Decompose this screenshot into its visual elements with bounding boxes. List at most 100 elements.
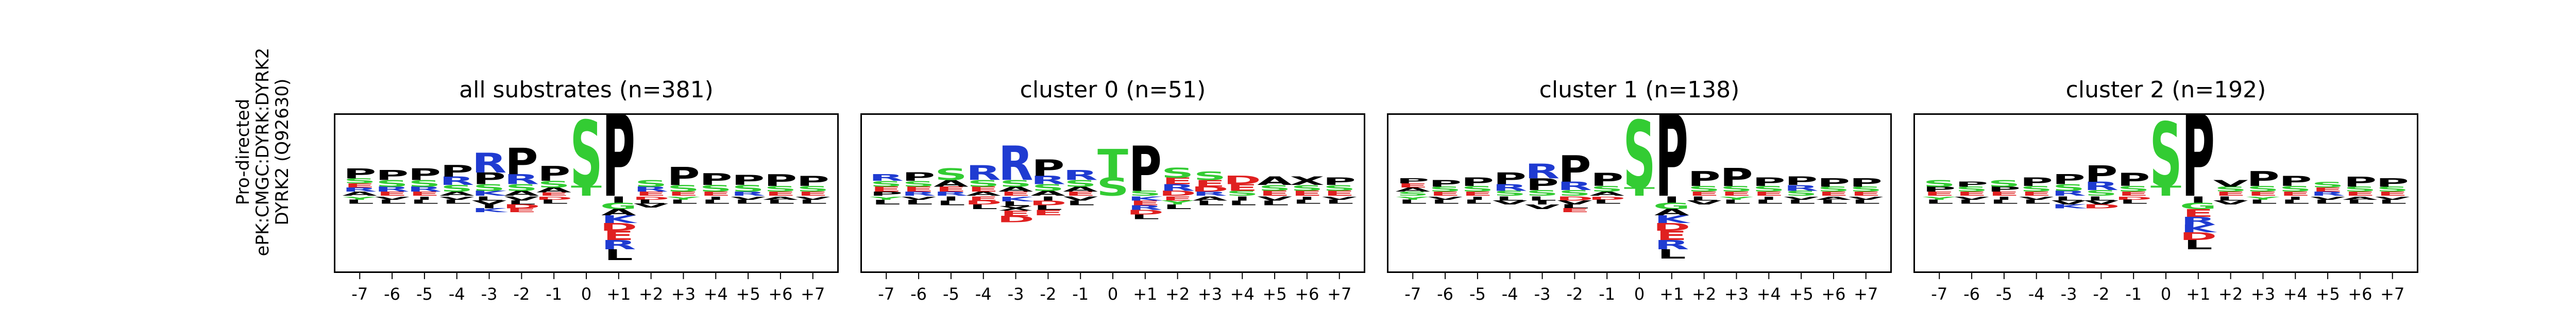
logo-letter-S: S bbox=[1291, 183, 1323, 193]
logo-letter-D: D bbox=[1653, 221, 1690, 233]
x-tick-label: +3 bbox=[671, 284, 696, 304]
x-tick-label: 0 bbox=[581, 284, 591, 304]
logo-letter-P: P bbox=[2246, 167, 2279, 191]
logo-letter-S: S bbox=[473, 182, 505, 193]
logo-letter-P: P bbox=[1720, 163, 1753, 192]
logo-letter-G: G bbox=[2180, 201, 2217, 211]
logo-letter-P: P bbox=[796, 174, 829, 190]
x-tick-label: +3 bbox=[2251, 284, 2275, 304]
logo-letter-E: E bbox=[765, 191, 796, 197]
logo-letter-V: V bbox=[472, 199, 507, 205]
sequence-logo-chart: SAEPYLESPVLESPILSRPLVSPRLIVSRPDVLEASPDLT… bbox=[1387, 92, 1892, 304]
logo-letter-A: A bbox=[1030, 190, 1066, 197]
logo-letter-S: S bbox=[1226, 190, 1259, 197]
x-tick-label: +7 bbox=[2380, 284, 2404, 304]
logo-letter-L: L bbox=[378, 199, 406, 205]
logo-letter-I: I bbox=[2190, 195, 2207, 205]
x-tick-label: -2 bbox=[2093, 284, 2109, 304]
logo-letter-P: P bbox=[343, 166, 376, 182]
logo-letter-V: V bbox=[2213, 199, 2248, 205]
logo-letter-R: R bbox=[1654, 237, 1689, 252]
logo-letter-E: E bbox=[1462, 191, 1493, 197]
x-tick-label: -6 bbox=[910, 284, 927, 304]
logo-letter-L: L bbox=[1528, 196, 1557, 202]
logo-letter-X: X bbox=[1290, 175, 1325, 187]
x-tick-label: -5 bbox=[943, 284, 959, 304]
x-tick-label: +4 bbox=[1757, 284, 1781, 304]
logo-letter-L: L bbox=[2346, 199, 2375, 205]
logo-letter-L: L bbox=[1722, 199, 1751, 205]
logo-letter-P: P bbox=[2117, 169, 2150, 190]
logo-letter-E: E bbox=[1162, 196, 1193, 202]
logo-letter-E: E bbox=[2183, 207, 2214, 219]
logo-letter-L: L bbox=[969, 203, 998, 211]
x-tick-label: +6 bbox=[1295, 284, 1319, 304]
logo-letter-D: D bbox=[1126, 209, 1164, 216]
logo-letter-L: L bbox=[475, 196, 504, 202]
logo-letter-S: S bbox=[1850, 185, 1882, 193]
logo-letter-S: S bbox=[999, 178, 1032, 189]
logo-letter-A: A bbox=[601, 208, 636, 217]
logo-letter-E: E bbox=[1259, 190, 1290, 197]
logo-letter-V: V bbox=[1322, 196, 1357, 201]
logo-letter-K: K bbox=[1128, 196, 1165, 202]
logo-letter-V: V bbox=[2375, 196, 2410, 201]
logo-letter-R: R bbox=[1160, 182, 1195, 193]
panel-title: all substrates (n=381) bbox=[459, 77, 714, 103]
logo-letter-L: L bbox=[1496, 196, 1524, 202]
x-tick-label: -4 bbox=[449, 284, 465, 304]
logo-letter-E: E bbox=[1065, 191, 1096, 197]
logo-letter-P: P bbox=[1752, 176, 1785, 188]
logo-letter-L: L bbox=[443, 199, 471, 205]
x-tick-label: -1 bbox=[1599, 284, 1615, 304]
logo-letter-D: D bbox=[1191, 185, 1229, 193]
logo-letter-D: D bbox=[997, 214, 1035, 224]
logo-letter-R: R bbox=[1193, 191, 1227, 197]
logo-letter-E: E bbox=[1324, 190, 1355, 197]
logo-letter-R: R bbox=[731, 191, 765, 197]
logo-letter-V: V bbox=[2310, 196, 2345, 201]
logo-letter-S: S bbox=[1323, 183, 1355, 193]
x-tick-label: -6 bbox=[1963, 284, 1980, 304]
logo-letter-L: L bbox=[1033, 204, 1062, 211]
logo-letter-Y: Y bbox=[1161, 199, 1195, 205]
logo-letter-S: S bbox=[2085, 188, 2117, 198]
x-tick-label: -6 bbox=[384, 284, 400, 304]
logo-letter-R: R bbox=[1128, 204, 1162, 211]
logo-letter-E: E bbox=[1130, 199, 1161, 207]
logo-letter-P: P bbox=[732, 173, 765, 188]
logo-letter-R: R bbox=[2181, 215, 2215, 227]
x-tick-label: -4 bbox=[1502, 284, 1518, 304]
logo-letter-L: L bbox=[2378, 199, 2407, 205]
logo-letter-V: V bbox=[1557, 199, 1592, 205]
logo-letter-E: E bbox=[1689, 191, 1720, 197]
logo-letter-L: L bbox=[2087, 196, 2115, 202]
logo-letter-Y: Y bbox=[343, 196, 377, 201]
logo-letter-L: L bbox=[799, 199, 827, 205]
logo-letter-L: L bbox=[734, 199, 762, 205]
logo-letter-P: P bbox=[537, 162, 570, 186]
panel-title: cluster 2 (n=192) bbox=[2065, 77, 2266, 103]
logo-letter-L: L bbox=[1131, 213, 1160, 220]
logo-letter-I: I bbox=[1760, 196, 1777, 201]
logo-letter-R: R bbox=[966, 162, 1001, 185]
x-tick-label: +4 bbox=[704, 284, 728, 304]
logo-letter-E: E bbox=[798, 191, 828, 197]
x-tick-label: -5 bbox=[1996, 284, 2012, 304]
logo-letter-I: I bbox=[1534, 199, 1551, 205]
logo-letter-L: L bbox=[1925, 199, 1954, 205]
logo-letter-P: P bbox=[1850, 176, 1883, 189]
logo-letter-L: L bbox=[937, 199, 965, 207]
logo-letter-L: L bbox=[2281, 199, 2310, 205]
logo-letter-L: L bbox=[345, 199, 374, 205]
logo-letter-S: S bbox=[1129, 190, 1161, 197]
logo-letter-V: V bbox=[2052, 199, 2087, 205]
logo-letter-S: S bbox=[667, 183, 700, 194]
logo-letter-S: S bbox=[440, 183, 473, 194]
logo-letter-I: I bbox=[2287, 196, 2304, 201]
x-tick-label: -4 bbox=[2028, 284, 2045, 304]
logo-letter-T: T bbox=[571, 183, 602, 199]
logo-letter-S: S bbox=[1161, 165, 1194, 181]
logo-letter-V: V bbox=[1525, 203, 1561, 211]
x-tick-label: 0 bbox=[1108, 284, 1118, 304]
